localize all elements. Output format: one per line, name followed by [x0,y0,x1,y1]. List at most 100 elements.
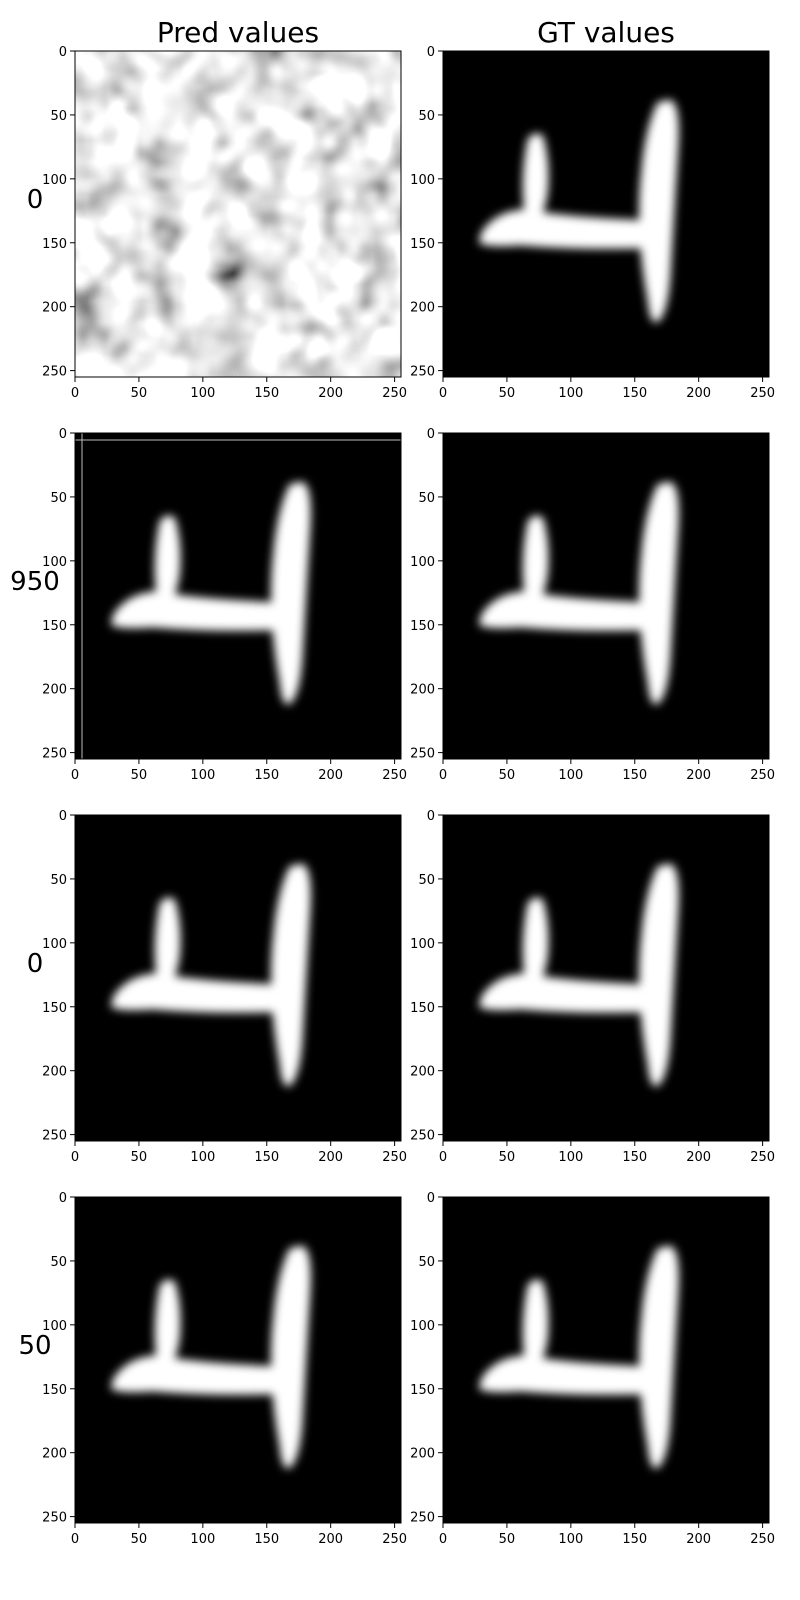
column-title-pred: Pred values [157,16,319,49]
x-tick-label: 100 [190,1532,215,1547]
y-tick-label: 150 [410,1383,435,1398]
y-tick-label: 150 [410,237,435,252]
x-tick-label: 100 [190,386,215,401]
y-tick-label: 200 [410,683,435,698]
axes-frame [74,50,402,378]
x-tick-label: 150 [622,1150,647,1165]
image-panel: 0 50 100 150 200 250 0 50 100 150 200 250 [410,809,775,1165]
x-tick-label: 150 [254,768,279,783]
y-tick-label: 100 [410,173,435,188]
y-tick-label: 150 [42,619,67,634]
x-tick-label: 50 [131,1150,148,1165]
x-tick-label: 100 [558,768,583,783]
x-tick-label: 0 [71,1150,79,1165]
x-tick-label: 150 [622,386,647,401]
row-label: 0 [27,185,44,215]
x-tick-label: 250 [750,386,775,401]
x-tick-label: 100 [558,386,583,401]
x-tick-label: 0 [71,1532,79,1547]
image-background [443,815,769,1141]
image-panel: 0 50 100 150 200 250 0 50 100 150 200 250 [42,1191,407,1547]
image-background [443,51,769,377]
x-tick-label: 150 [254,386,279,401]
x-tick-label: 250 [750,1150,775,1165]
y-tick-label: 50 [418,109,435,124]
y-tick-label: 50 [50,491,67,506]
x-tick-label: 250 [382,768,407,783]
y-tick-label: 0 [427,45,435,60]
y-tick-label: 200 [410,301,435,316]
y-tick-label: 50 [50,873,67,888]
x-tick-label: 200 [686,1532,711,1547]
image-panel: 0 50 100 150 200 250 0 50 100 150 200 250 [42,427,407,783]
y-tick-label: 100 [410,1319,435,1334]
x-tick-label: 100 [558,1532,583,1547]
y-tick-label: 0 [59,45,67,60]
axes-frame [442,432,770,760]
x-tick-label: 250 [750,1532,775,1547]
y-tick-label: 250 [410,1511,435,1526]
x-tick-label: 250 [382,1532,407,1547]
row-label: 0 [27,949,44,979]
y-tick-label: 0 [59,427,67,442]
image-panel: 0 50 100 150 200 250 0 50 100 150 200 250 [42,809,407,1165]
x-tick-label: 100 [190,1150,215,1165]
y-tick-label: 100 [410,555,435,570]
y-tick-label: 0 [59,1191,67,1206]
x-tick-label: 250 [382,1150,407,1165]
row-label: 950 [10,567,60,597]
y-tick-label: 250 [410,747,435,762]
x-tick-label: 200 [318,768,343,783]
x-tick-label: 150 [622,1532,647,1547]
y-tick-label: 0 [427,1191,435,1206]
axes-frame [442,1196,770,1524]
axes-frame [74,432,402,760]
image-background [75,815,401,1141]
x-tick-label: 200 [686,386,711,401]
x-tick-label: 250 [750,768,775,783]
y-tick-label: 250 [410,365,435,380]
y-tick-label: 200 [410,1447,435,1462]
y-tick-label: 200 [42,301,67,316]
y-tick-label: 150 [42,1001,67,1016]
x-tick-label: 0 [71,768,79,783]
x-tick-label: 50 [499,768,516,783]
x-tick-label: 50 [499,1150,516,1165]
y-tick-label: 0 [59,809,67,824]
axes-frame [442,814,770,1142]
y-tick-label: 50 [418,1255,435,1270]
row-label: 50 [18,1331,51,1361]
noise-image [75,51,401,377]
y-tick-label: 250 [42,1511,67,1526]
x-tick-label: 200 [686,768,711,783]
y-tick-label: 200 [410,1065,435,1080]
x-tick-label: 50 [499,386,516,401]
y-tick-label: 150 [42,237,67,252]
x-tick-label: 50 [131,768,148,783]
x-tick-label: 200 [318,1150,343,1165]
x-tick-label: 50 [499,1532,516,1547]
y-tick-label: 250 [42,1129,67,1144]
x-tick-label: 150 [622,768,647,783]
y-tick-label: 100 [42,1319,67,1334]
y-tick-label: 50 [418,491,435,506]
x-tick-label: 0 [439,1150,447,1165]
y-tick-label: 0 [427,809,435,824]
y-tick-label: 100 [410,937,435,952]
x-tick-label: 0 [439,386,447,401]
x-tick-label: 100 [190,768,215,783]
x-tick-label: 100 [558,1150,583,1165]
y-tick-label: 100 [42,173,67,188]
image-panel: 0 50 100 150 200 250 0 50 100 150 200 250 [410,427,775,783]
x-tick-label: 0 [439,768,447,783]
x-tick-label: 50 [131,386,148,401]
image-background [75,1197,401,1523]
x-tick-label: 150 [254,1532,279,1547]
row-labels: 0 950 0 50 [10,185,60,1361]
y-tick-label: 50 [50,1255,67,1270]
y-tick-label: 100 [42,555,67,570]
y-tick-label: 200 [42,1065,67,1080]
axes-frame [442,50,770,378]
y-tick-label: 150 [410,619,435,634]
